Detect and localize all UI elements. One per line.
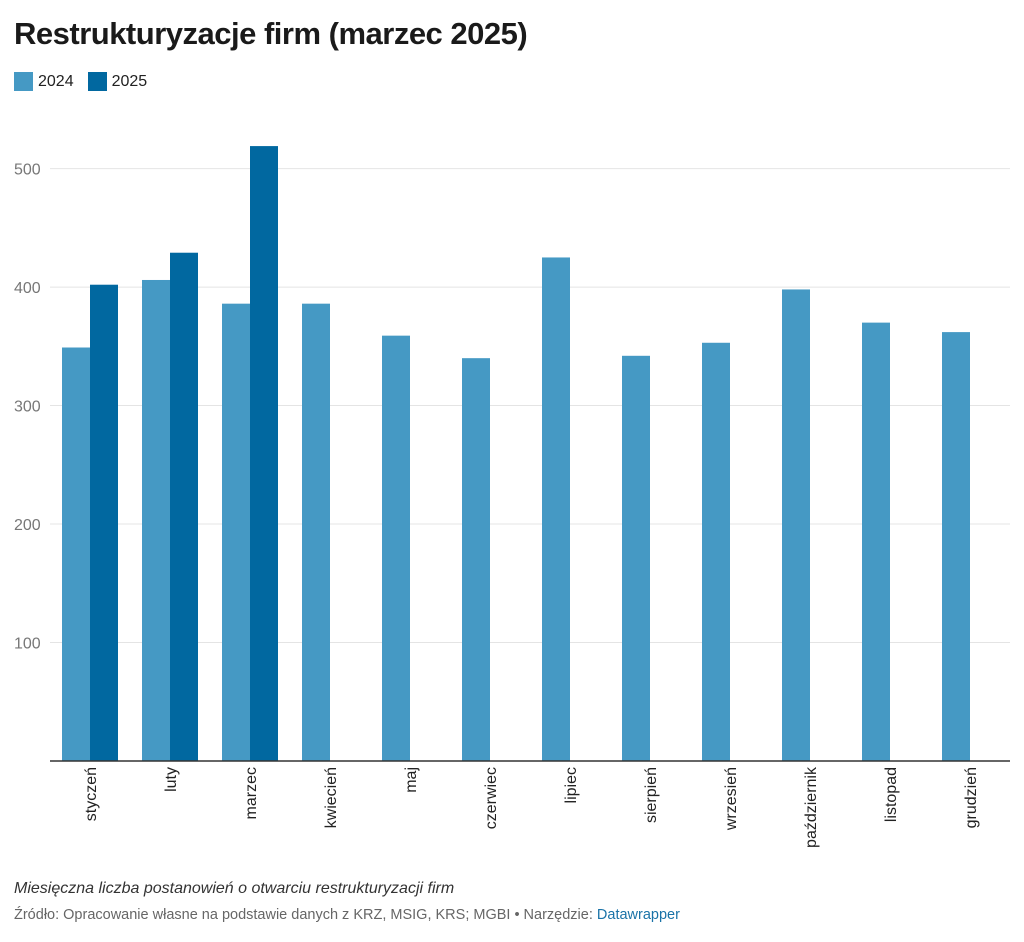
x-tick-label: czerwiec — [483, 767, 500, 829]
bar-2025-marzec — [250, 146, 278, 761]
bars — [62, 146, 970, 761]
y-tick-label: 500 — [14, 162, 41, 179]
bar-2024-lipiec — [542, 257, 570, 761]
x-tick-label: marzec — [243, 767, 260, 819]
bar-2024-luty — [142, 279, 170, 761]
x-tick-label: sierpień — [643, 767, 660, 823]
x-tick-label: wrzesień — [723, 767, 740, 831]
bar-2024-styczeń — [62, 347, 90, 761]
y-tick-label: 300 — [14, 399, 41, 416]
bar-2025-styczeń — [90, 284, 118, 761]
y-axis-ticks: 100 200 300 400 500 — [14, 162, 41, 653]
bar-2024-grudzień — [942, 332, 970, 761]
bar-2024-wrzesień — [702, 342, 730, 761]
x-tick-label: styczeń — [83, 767, 100, 821]
gridlines — [50, 168, 1010, 644]
y-tick-label: 400 — [14, 280, 41, 297]
bar-2024-czerwiec — [462, 358, 490, 761]
x-tick-label: październik — [803, 766, 820, 848]
x-tick-label: lipiec — [563, 767, 580, 803]
bar-2024-październik — [782, 289, 810, 761]
chart-title: Restrukturyzacje firm (marzec 2025) — [14, 16, 528, 51]
x-axis-labels: styczeń luty marzec kwiecień maj czerwiec lipi… — [83, 766, 980, 848]
chart-description: Miesięczna liczba postanowień o otwarciu… — [14, 880, 455, 897]
legend-label-2024: 2024 — [38, 72, 74, 90]
bar-2024-maj — [382, 335, 410, 761]
bar-2024-kwiecień — [302, 303, 330, 761]
x-tick-label: luty — [163, 767, 180, 792]
legend-swatch-2025 — [87, 72, 107, 91]
bar-chart: 100 200 300 400 500 styczeń luty marzec kwiecie… — [14, 146, 1010, 848]
datawrapper-link[interactable]: Datawrapper — [596, 907, 680, 923]
x-tick-label: grudzień — [963, 767, 980, 828]
x-tick-label: kwiecień — [323, 767, 340, 828]
legend-label-2025: 2025 — [111, 72, 148, 90]
legend-item-2024: 2024 — [14, 72, 74, 91]
legend-item-2025: 2025 — [87, 72, 148, 91]
source-line: Źródło: Opracowanie własne na podstawie … — [14, 907, 680, 923]
legend: 2024 2025 — [14, 72, 161, 91]
bar-2024-listopad — [862, 322, 890, 761]
bar-2024-sierpień — [622, 355, 650, 761]
bar-2025-luty — [170, 252, 198, 761]
y-tick-label: 100 — [14, 636, 41, 653]
y-tick-label: 200 — [14, 517, 41, 534]
bar-2024-marzec — [222, 303, 250, 761]
source-text: Źródło: Opracowanie własne na podstawie … — [14, 907, 597, 923]
legend-swatch-2024 — [14, 72, 33, 91]
x-tick-label: maj — [403, 767, 420, 793]
x-tick-label: listopad — [883, 767, 900, 822]
